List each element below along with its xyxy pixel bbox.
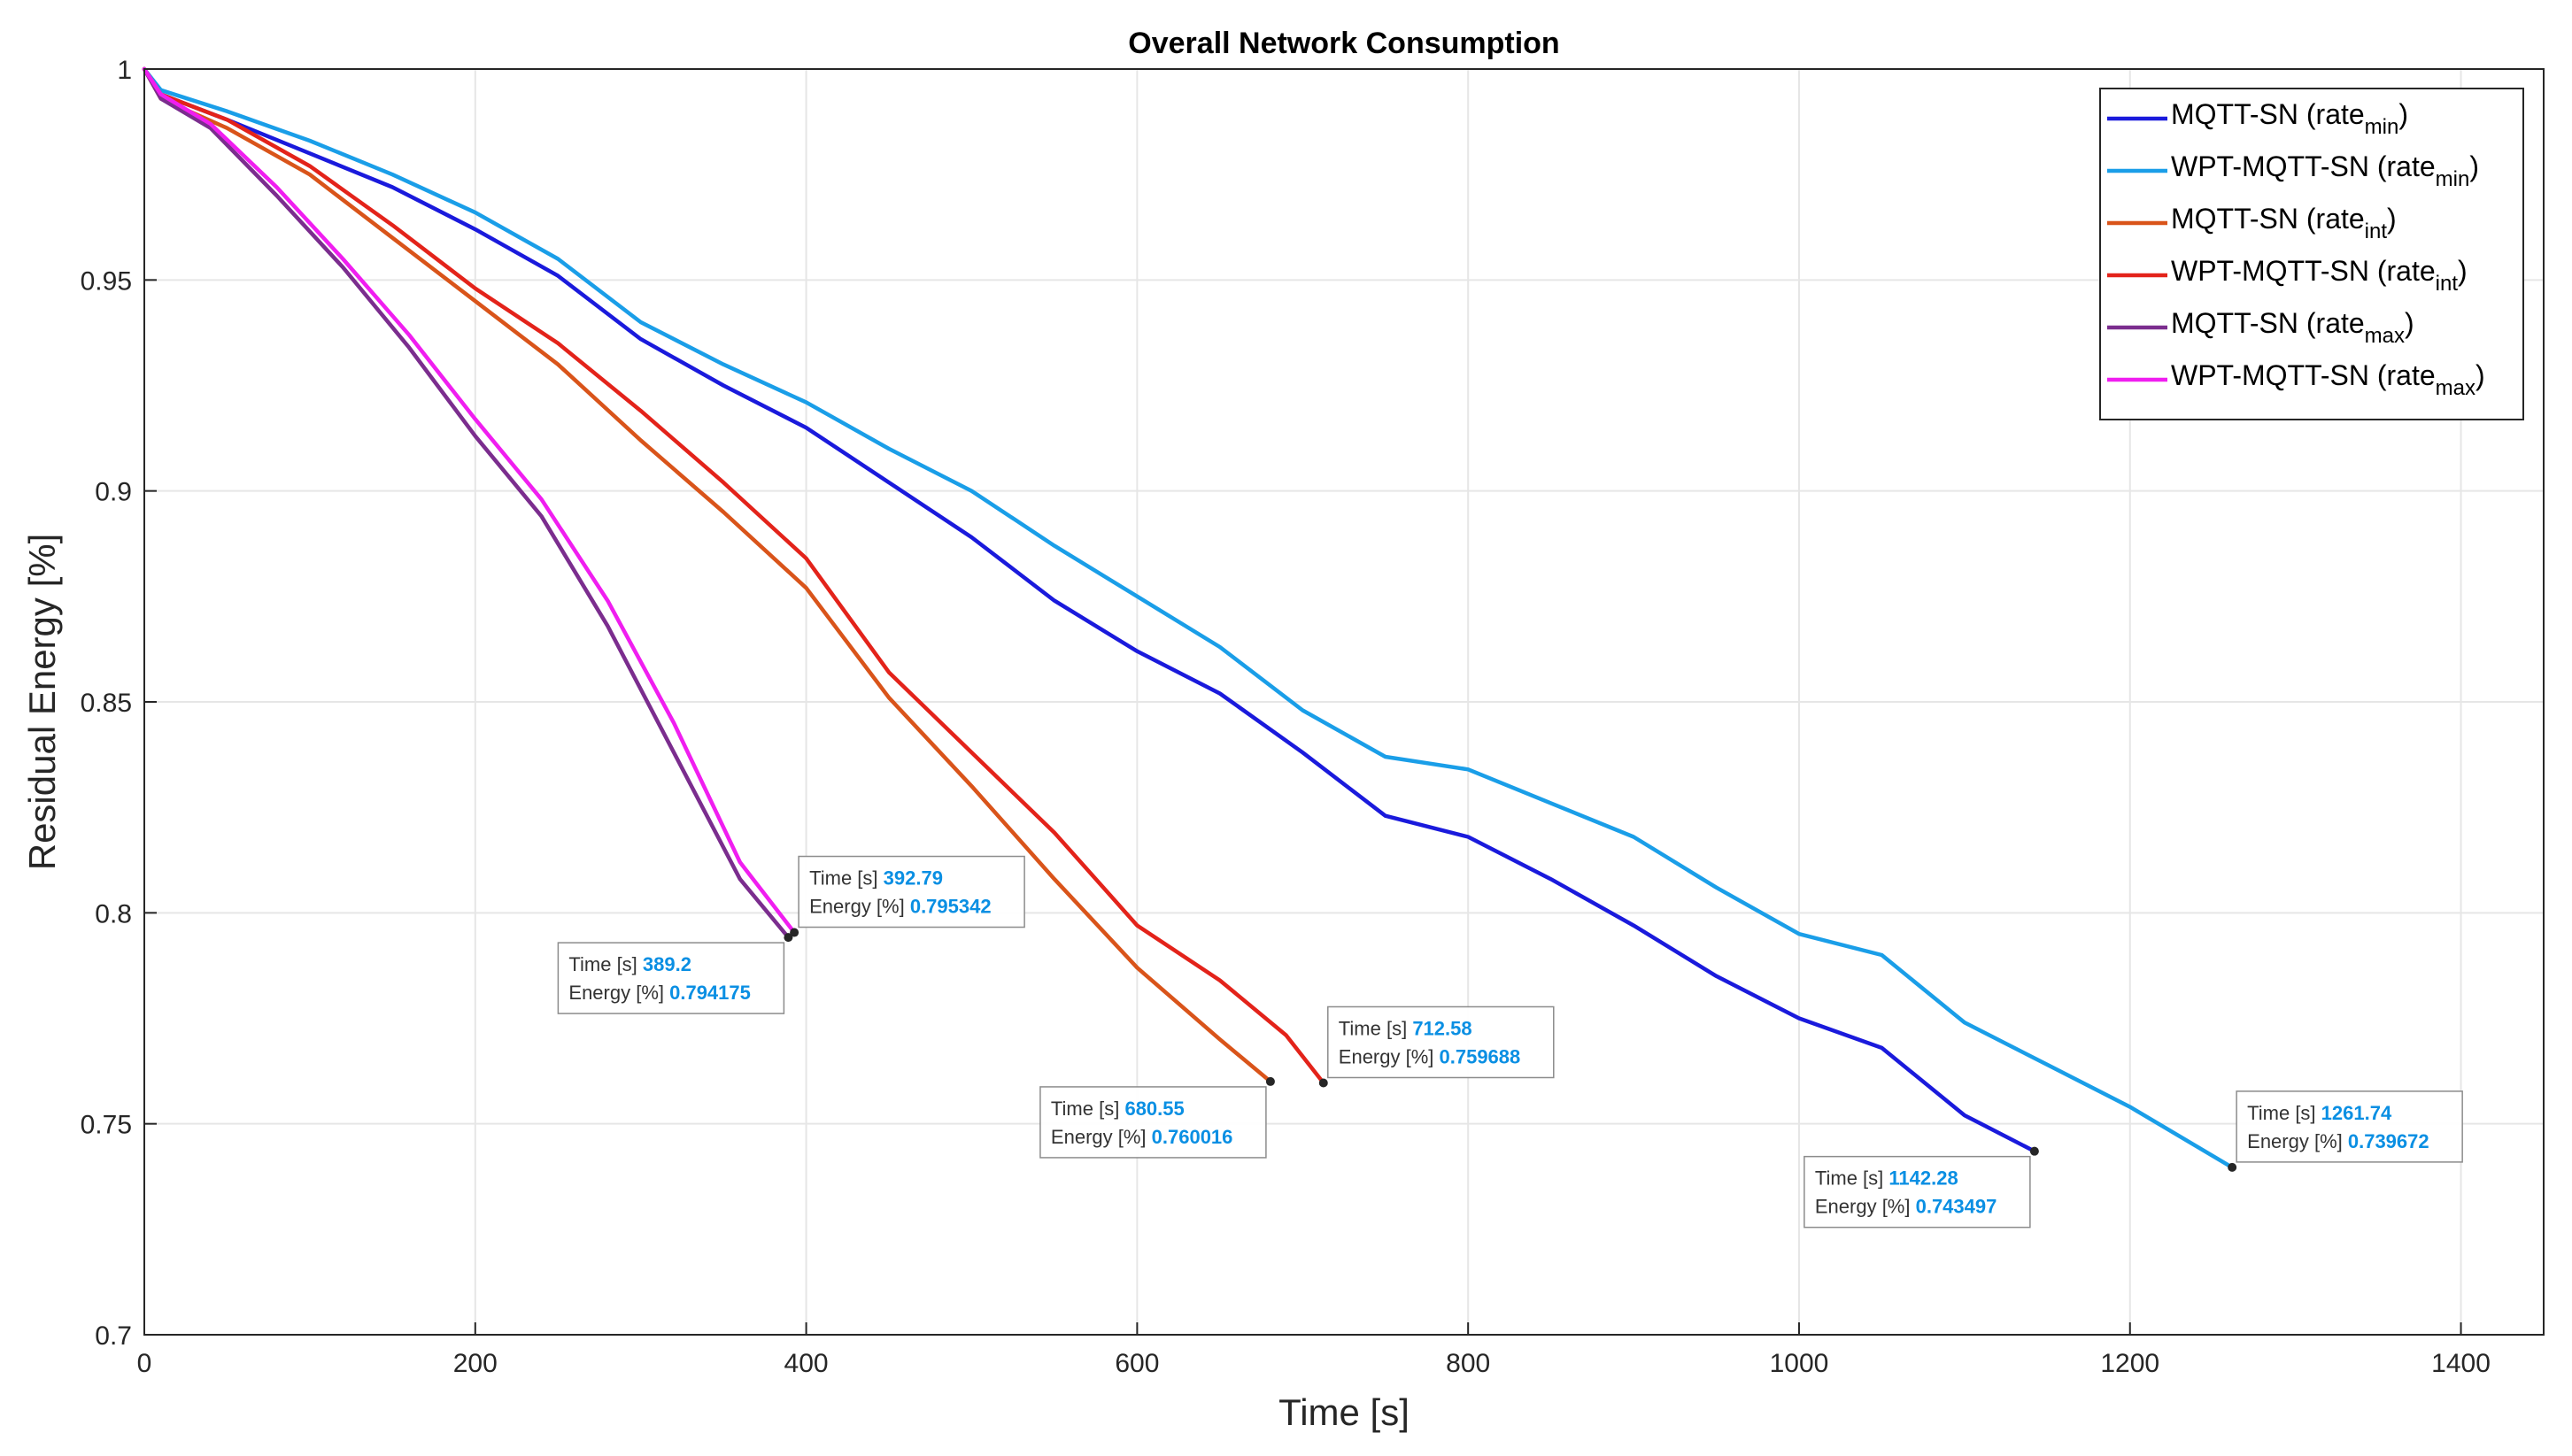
x-tick-label: 1200 xyxy=(2100,1349,2159,1378)
y-tick-label: 1 xyxy=(117,56,132,85)
datatip-marker xyxy=(2029,1146,2039,1156)
datatip-time: Time [s] 389.2 xyxy=(568,953,691,975)
y-tick-label: 0.95 xyxy=(81,266,132,296)
datatip-time: Time [s] 392.79 xyxy=(809,867,943,890)
datatip-time-value: 712.58 xyxy=(1412,1017,1471,1039)
x-tick-label: 400 xyxy=(784,1349,829,1378)
datatip-time: Time [s] 1142.28 xyxy=(1815,1167,1958,1190)
x-axis: 0 200 400 600 800 1000 1200 1400 xyxy=(137,1322,2491,1378)
datatip-2[interactable]: Time [s] 392.79 Energy [%] 0.795342 xyxy=(790,855,1025,937)
datatip-energy: Energy [%] 0.743497 xyxy=(1815,1196,1997,1218)
datatip-time: Time [s] 680.55 xyxy=(1051,1098,1185,1120)
x-tick-label: 1000 xyxy=(1770,1349,1829,1378)
datatip-time-label: Time [s] xyxy=(568,953,643,975)
legend-box xyxy=(2099,88,2524,420)
datatip-energy-value: 0.760016 xyxy=(1152,1126,1233,1148)
datatip-energy: Energy [%] 0.794175 xyxy=(568,982,750,1004)
datatip-box xyxy=(1039,1086,1267,1159)
series-line-6 xyxy=(142,66,797,935)
series-line-5 xyxy=(142,66,791,940)
series-line-4 xyxy=(142,66,1326,1085)
datatip-1[interactable]: Time [s] 389.2 Energy [%] 0.794175 xyxy=(557,933,793,1014)
legend-entry-4[interactable]: WPT-MQTT-SN (rateint) xyxy=(2107,255,2468,296)
y-axis: 0.7 0.75 0.8 0.85 0.9 0.95 1 xyxy=(81,56,157,1351)
datatip-time-label: Time [s] xyxy=(809,867,884,890)
y-tick-label: 0.85 xyxy=(81,689,132,718)
datatip-5[interactable]: Time [s] 1142.28 Energy [%] 0.743497 xyxy=(1803,1146,2039,1229)
datatip-3[interactable]: Time [s] 680.55 Energy [%] 0.760016 xyxy=(1039,1076,1275,1159)
datatip-time: Time [s] 712.58 xyxy=(1339,1017,1472,1039)
datatip-energy: Energy [%] 0.760016 xyxy=(1051,1126,1232,1148)
x-tick-label: 1400 xyxy=(2431,1349,2491,1378)
x-axis-title: Time [s] xyxy=(1278,1391,1410,1433)
legend-entry-5[interactable]: MQTT-SN (ratemax) xyxy=(2107,307,2414,348)
datatip-energy-value: 0.795342 xyxy=(910,896,992,918)
y-tick-label: 0.75 xyxy=(81,1111,132,1140)
datatip-box xyxy=(557,942,785,1014)
datatip-box xyxy=(2236,1090,2463,1163)
x-tick-label: 0 xyxy=(137,1349,152,1378)
legend-label: MQTT-SN (ratemin) xyxy=(2171,98,2408,139)
x-tick-label: 600 xyxy=(1115,1349,1159,1378)
datatip-box xyxy=(1327,1005,1555,1079)
datatip-energy: Energy [%] 0.759688 xyxy=(1339,1045,1520,1067)
datatip-time: Time [s] 1261.74 xyxy=(2247,1102,2392,1124)
legend-label: MQTT-SN (rateint) xyxy=(2171,203,2397,243)
datatip-time-label: Time [s] xyxy=(1339,1017,1413,1039)
datatip-marker xyxy=(790,928,799,937)
datatip-marker xyxy=(2228,1162,2237,1172)
datatip-energy-label: Energy [%] xyxy=(1815,1196,1916,1218)
series-line-2 xyxy=(142,66,2235,1170)
legend-label: WPT-MQTT-SN (ratemin) xyxy=(2171,150,2479,191)
datatip-energy-label: Energy [%] xyxy=(2247,1130,2348,1152)
datatip-time-value: 680.55 xyxy=(1124,1098,1184,1120)
datatip-6[interactable]: Time [s] 1261.74 Energy [%] 0.739672 xyxy=(2228,1090,2463,1172)
datatip-marker xyxy=(784,933,793,943)
chart-title: Overall Network Consumption xyxy=(1128,27,1559,60)
legend-entry-1[interactable]: MQTT-SN (ratemin) xyxy=(2107,98,2408,139)
datatip-time-label: Time [s] xyxy=(1815,1167,1889,1190)
datatip-energy-label: Energy [%] xyxy=(809,896,910,918)
y-axis-title: Residual Energy [%] xyxy=(21,534,63,871)
datatip-energy-label: Energy [%] xyxy=(1339,1045,1440,1067)
datatip-time-value: 389.2 xyxy=(643,953,691,975)
legend-label: WPT-MQTT-SN (rateint) xyxy=(2171,255,2468,296)
legend-label: WPT-MQTT-SN (ratemax) xyxy=(2171,359,2485,400)
datatip-energy-value: 0.739672 xyxy=(2348,1130,2429,1152)
legend-entry-3[interactable]: MQTT-SN (rateint) xyxy=(2107,203,2397,243)
y-tick-label: 0.8 xyxy=(95,899,132,928)
datatip-energy-value: 0.794175 xyxy=(669,982,751,1004)
datatip-energy-value: 0.759688 xyxy=(1440,1045,1521,1067)
legend-entry-2[interactable]: WPT-MQTT-SN (ratemin) xyxy=(2107,150,2479,191)
legend-entry-6[interactable]: WPT-MQTT-SN (ratemax) xyxy=(2107,359,2485,400)
datatip-energy-value: 0.743497 xyxy=(1916,1196,1997,1218)
series-line-3 xyxy=(142,66,1273,1084)
datatip-energy-label: Energy [%] xyxy=(568,982,669,1004)
x-tick-label: 200 xyxy=(453,1349,498,1378)
datatip-marker xyxy=(1318,1078,1328,1088)
series-line-1 xyxy=(142,66,2037,1153)
datatip-energy-label: Energy [%] xyxy=(1051,1126,1152,1148)
legend[interactable]: MQTT-SN (ratemin) WPT-MQTT-SN (ratemin) MQ… xyxy=(2099,88,2524,420)
legend-label: MQTT-SN (ratemax) xyxy=(2171,307,2414,348)
datatip-energy: Energy [%] 0.739672 xyxy=(2247,1130,2429,1152)
datatip-time-value: 1261.74 xyxy=(2321,1102,2392,1124)
datatip-time-value: 1142.28 xyxy=(1888,1167,1958,1190)
datatip-time-label: Time [s] xyxy=(1051,1098,1125,1120)
datatip-time-label: Time [s] xyxy=(2247,1102,2321,1124)
datatip-box xyxy=(1803,1155,2031,1229)
datatip-energy: Energy [%] 0.795342 xyxy=(809,896,991,918)
y-tick-label: 0.9 xyxy=(95,478,132,507)
datatip-marker xyxy=(1265,1076,1275,1086)
x-tick-label: 800 xyxy=(1446,1349,1490,1378)
y-tick-label: 0.7 xyxy=(95,1321,132,1351)
datatip-4[interactable]: Time [s] 712.58 Energy [%] 0.759688 xyxy=(1318,1005,1555,1088)
datatip-box xyxy=(798,855,1025,928)
datatip-time-value: 392.79 xyxy=(884,867,943,890)
series-group xyxy=(142,66,2235,1170)
